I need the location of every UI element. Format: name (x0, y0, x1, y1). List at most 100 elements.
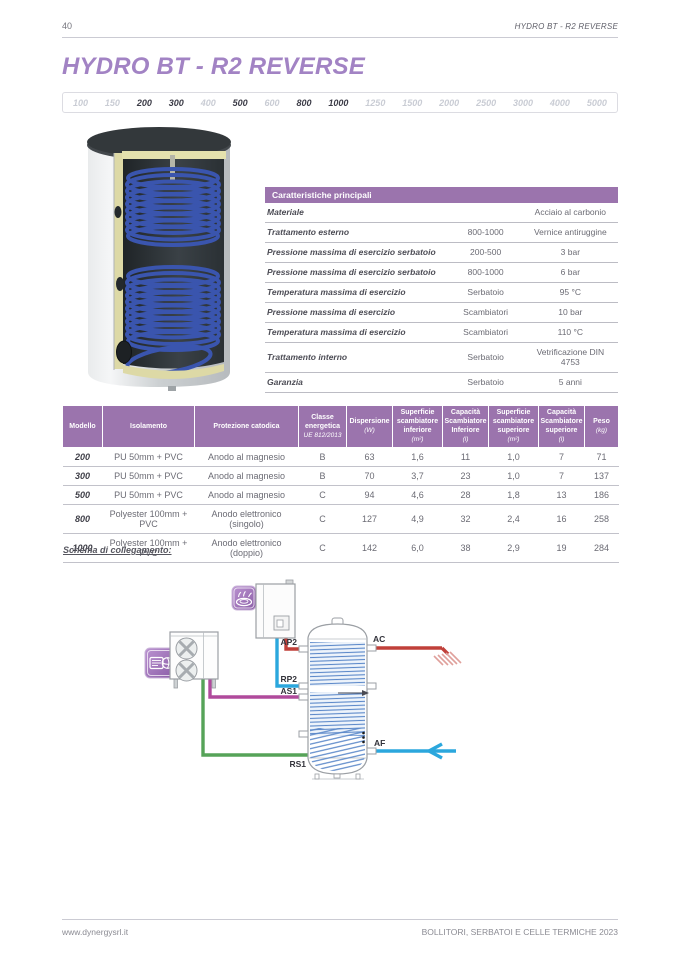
boiler-unit (255, 579, 296, 639)
capacity-value-2500: 2500 (476, 97, 497, 108)
port-label-ac: AC (373, 634, 385, 644)
spec-cell: Anodo elettronico (doppio) (194, 533, 299, 563)
pipe-rs1 (201, 678, 312, 757)
spec-cell: C (298, 533, 347, 563)
spec-row: 800 Polyester 100mm + PVC Anodo elettronic… (62, 504, 619, 534)
product-image (84, 124, 236, 398)
spec-cell: 1,0 (488, 447, 539, 467)
caratteristiche-row: Pressione massima di esercizio Scambiator… (265, 302, 618, 323)
caratteristiche-cell-val: Vernice antiruggine (522, 222, 618, 243)
port-label-af: AF (374, 738, 385, 748)
spec-header-row: Modello Isolamento Protezione catodica Clas… (62, 405, 619, 448)
caratteristiche-table: Caratteristiche principali Materiale Acci… (265, 187, 618, 393)
capacity-value-400: 400 (200, 97, 216, 108)
upper-coil (125, 167, 221, 247)
caratteristiche-cell-qual: Serbatoio (448, 342, 523, 373)
page-number: 40 (62, 21, 73, 31)
cold-water-arrow-icon (425, 742, 443, 760)
spec-cell: 11 (442, 447, 489, 467)
caratteristiche-body: Materiale Acciaio al carbonio Trattamento … (265, 203, 618, 393)
caratteristiche-row: Temperatura massima di esercizio Scambiat… (265, 322, 618, 343)
port-label-rp2: RP2 (280, 674, 297, 684)
caratteristiche-cell-label: Pressione massima di esercizio (265, 302, 449, 323)
spec-cell: 137 (584, 466, 619, 486)
schema-label: Schema di collegamento: (63, 545, 172, 555)
caratteristiche-row: Materiale Acciaio al carbonio (265, 203, 618, 223)
caratteristiche-cell-qual: Serbatoio (448, 282, 523, 303)
caratteristiche-row: Garanzia Serbatoio 5 anni (265, 372, 618, 393)
spec-cell: 142 (346, 533, 393, 563)
page-title: HYDRO BT - R2 REVERSE (62, 53, 365, 80)
caratteristiche-cell-label: Temperatura massima di esercizio (265, 282, 449, 303)
page-header: 40 HYDRO BT - R2 REVERSE (62, 21, 618, 31)
caratteristiche-row: Pressione massima di esercizio serbatoio… (265, 242, 618, 263)
spec-cell: Anodo al magnesio (194, 466, 299, 486)
caratteristiche-cell-label: Pressione massima di esercizio serbatoio (265, 262, 449, 283)
caratteristiche-cell-val: Acciaio al carbonio (522, 203, 618, 223)
caratteristiche-cell-qual: Serbatoio (448, 372, 523, 393)
heat-pump-unit (169, 631, 219, 689)
port-label-rs1: RS1 (289, 759, 306, 769)
spec-row: 500 PU 50mm + PVC Anodo al magnesio C 94 4,6 2… (62, 485, 619, 505)
spec-cell: 800 (62, 504, 103, 534)
spec-header-cell: Classe energetica UE 812/2013 (298, 405, 347, 448)
spec-cell: C (298, 504, 347, 534)
spec-cell: 16 (538, 504, 585, 534)
capacity-value-800: 800 (296, 97, 312, 108)
spec-cell: B (298, 447, 347, 467)
caratteristiche-row: Trattamento interno Serbatoio Vetrificazio… (265, 342, 618, 373)
caratteristiche-cell-label: Pressione massima di esercizio serbatoio (265, 242, 449, 263)
caratteristiche-cell-val: 6 bar (522, 262, 618, 283)
caratteristiche-cell-label: Trattamento interno (265, 342, 449, 373)
spec-cell: 186 (584, 485, 619, 505)
caratteristiche-cell-qual: 800-1000 (448, 262, 523, 283)
capacity-scale: 100 150 200 300 400 500 600 800 1000 1250 1500 2000… (62, 92, 618, 113)
spec-header-cell: Superficie scambiatore inferiore (m²) (392, 405, 443, 448)
running-header: HYDRO BT - R2 REVERSE (514, 22, 618, 31)
spec-cell: 13 (538, 485, 585, 505)
spec-cell: 7 (538, 447, 585, 467)
capacity-value-200: 200 (136, 97, 152, 108)
spec-cell: 4,9 (392, 504, 443, 534)
spec-cell: 28 (442, 485, 489, 505)
caratteristiche-cell-val: Vetrificazione DIN 4753 (522, 342, 618, 373)
footer-title: BOLLITORI, SERBATOI E CELLE TERMICHE 202… (421, 927, 618, 937)
spec-cell: B (298, 466, 347, 486)
capacity-value-1000: 1000 (328, 97, 349, 108)
spec-cell: 2,4 (488, 504, 539, 534)
pipes (201, 636, 456, 760)
capacity-value-150: 150 (104, 97, 120, 108)
header-rule (62, 37, 618, 38)
caratteristiche-cell-qual: 800-1000 (448, 222, 523, 243)
connection-diagram: AP2 RP2 AS1 RS1 AC AF (140, 578, 470, 788)
capacity-value-100: 100 (73, 97, 89, 108)
caratteristiche-row: Temperatura massima di esercizio Serbatoi… (265, 282, 618, 303)
caratteristiche-cell-label: Trattamento esterno (265, 222, 449, 243)
capacity-value-2000: 2000 (439, 97, 460, 108)
port-label-ap2: AP2 (280, 637, 297, 647)
spec-cell: 1,8 (488, 485, 539, 505)
spec-row: 200 PU 50mm + PVC Anodo al magnesio B 63 1,6 1… (62, 447, 619, 467)
spec-cell: 70 (346, 466, 393, 486)
spec-cell: 4,6 (392, 485, 443, 505)
spec-cell: 32 (442, 504, 489, 534)
capacity-value-1250: 1250 (365, 97, 386, 108)
spec-table: Modello Isolamento Protezione catodica Clas… (62, 405, 619, 563)
lower-coil (125, 265, 221, 376)
spec-row: 1000 Polyester 100mm + PVC Anodo elettroni… (62, 533, 619, 563)
spec-cell: Polyester 100mm + PVC (102, 533, 195, 563)
port-label-as1: AS1 (280, 686, 297, 696)
spec-cell: Polyester 100mm + PVC (102, 504, 195, 534)
spec-cell: 23 (442, 466, 489, 486)
tank-cutaway-illustration (87, 127, 231, 391)
spec-cell: Anodo al magnesio (194, 485, 299, 505)
caratteristiche-cell-val: 10 bar (522, 302, 618, 323)
spec-cell: 63 (346, 447, 393, 467)
capacity-value-300: 300 (168, 97, 184, 108)
spec-cell: 200 (62, 447, 103, 467)
spec-cell: 7 (538, 466, 585, 486)
spec-header-cell: Capacità Scambiatore Inferiore (l) (442, 405, 489, 448)
caratteristiche-cell-label: Materiale (265, 203, 449, 223)
caratteristiche-cell-label: Temperatura massima di esercizio (265, 322, 449, 343)
